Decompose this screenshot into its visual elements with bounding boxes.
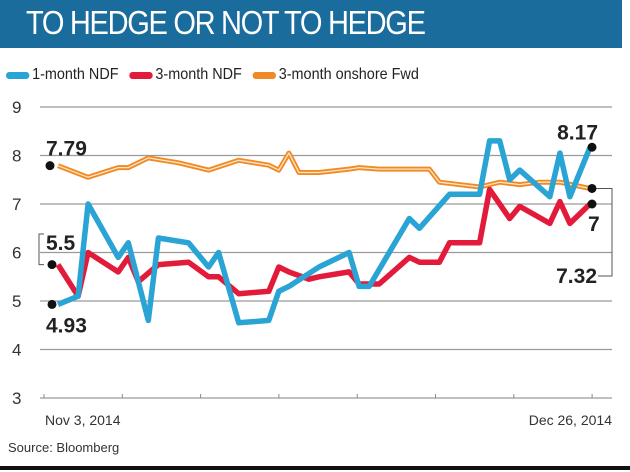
legend-label: 3-month onshore Fwd [278,66,419,83]
y-tick-label: 6 [12,244,21,263]
y-tick-label: 7 [12,195,21,214]
annotation-bracket [596,187,613,277]
y-tick-label: 4 [12,341,21,360]
legend: 1-month NDF 3-month NDF 3-month onshore … [6,66,430,84]
legend-item-3-month-ndf: 3-month NDF [129,66,242,84]
annotation-label: 5.5 [46,232,76,255]
y-tick-label: 5 [12,292,21,311]
series-line-highlight [57,152,591,190]
legend-item-3-month-onshore-fwd: 3-month onshore Fwd [252,66,419,84]
x-tick-label: Nov 3, 2014 [45,412,121,428]
annotation-bracket [38,233,44,266]
x-tick-label: Dec 26, 2014 [529,412,612,428]
annotation-label: 8.17 [557,121,598,144]
annotation-label: 4.93 [46,314,87,337]
annotation-dot [47,260,57,270]
annotation-dot [587,142,597,152]
annotation-label: 7 [588,213,600,236]
bottom-rule [0,466,630,470]
chart-title: TO HEDGE OR NOT TO HEDGE [26,4,426,41]
y-tick-label: 3 [12,389,21,408]
legend-swatch [6,71,30,79]
annotation-label: 7.79 [46,138,87,161]
y-tick-label: 9 [12,98,21,117]
series-line-1-month-ndf [56,138,593,326]
source-note: Source: Bloomberg [8,440,120,455]
y-tick-label: 8 [12,147,21,166]
legend-item-1-month-ndf: 1-month NDF [6,66,119,84]
title-bar: TO HEDGE OR NOT TO HEDGE [0,0,622,48]
legend-swatch [129,71,153,79]
legend-label: 3-month NDF [155,66,242,83]
annotation-dot [47,299,57,309]
annotation-dot [587,183,597,193]
legend-swatch [252,71,277,79]
annotation-dot [45,161,55,171]
legend-label: 1-month NDF [32,66,119,83]
annotation-label: 7.32 [556,265,597,288]
annotation-dot [587,199,597,209]
